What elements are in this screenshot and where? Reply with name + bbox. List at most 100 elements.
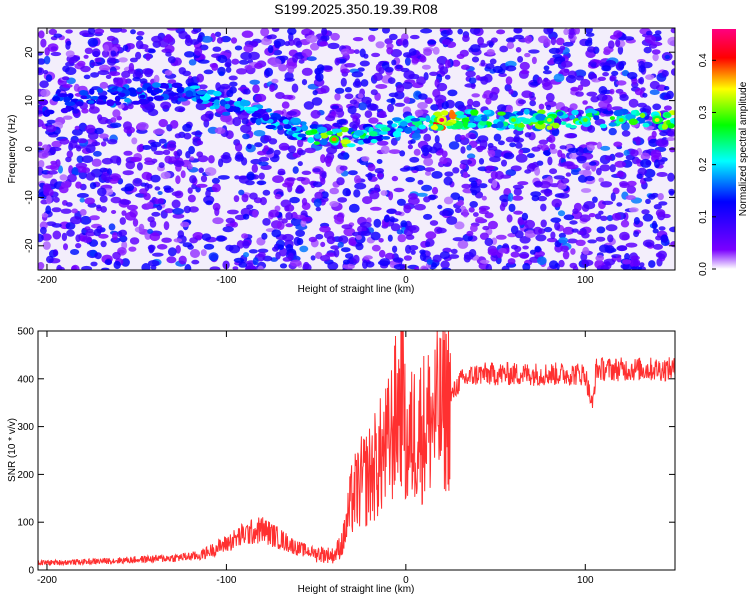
spectrogram-cell xyxy=(164,70,173,76)
ridge-cell xyxy=(138,98,150,105)
colorbar-gradient xyxy=(712,29,736,269)
spectrogram-cell xyxy=(565,172,572,177)
spectrogram-cell xyxy=(558,259,565,268)
spectrogram-cell xyxy=(177,230,185,238)
spectrogram-cell xyxy=(276,221,285,230)
spectrogram-cell xyxy=(327,261,339,270)
spectrogram-cell xyxy=(417,179,424,185)
spectrogram-cell xyxy=(175,175,181,185)
ridge-peak-core xyxy=(439,118,445,122)
spectrogram-cell xyxy=(506,41,515,50)
spectrogram-cell xyxy=(240,207,252,217)
spectrogram-cell xyxy=(616,80,627,86)
spectrogram-cell xyxy=(46,119,56,124)
spectrogram-cell xyxy=(481,195,487,201)
spectrogram-cell xyxy=(216,37,224,44)
y-tick-label: -10 xyxy=(24,190,35,205)
spectrogram-cell xyxy=(279,55,289,61)
spectrogram-cell xyxy=(497,104,507,112)
spectrogram-cell xyxy=(75,181,82,189)
spectrogram-cell xyxy=(562,41,574,47)
spectrogram-cell xyxy=(62,65,70,73)
spectrogram-cell xyxy=(553,73,565,83)
spectrogram-cell xyxy=(616,171,625,178)
spectrogram-cell xyxy=(241,30,254,38)
spectrogram-cell xyxy=(375,84,388,89)
spectrogram-cell xyxy=(329,187,340,195)
spectrogram-cell xyxy=(533,250,545,258)
spectrogram-cell xyxy=(173,238,183,243)
spectrogram-cell xyxy=(645,74,655,80)
spectrogram-cell xyxy=(87,37,99,47)
spectrogram-cell xyxy=(468,207,475,213)
spectrogram-cell xyxy=(544,226,553,233)
ridge-cell xyxy=(265,108,273,113)
spectrogram-cell xyxy=(475,216,485,223)
ridge-cell xyxy=(219,99,226,107)
spectrogram-cell xyxy=(515,142,523,149)
spectrogram-cell xyxy=(446,216,458,225)
spectrogram-cell xyxy=(393,257,404,263)
ridge-cell xyxy=(297,133,307,138)
spectrogram-cell xyxy=(166,28,179,31)
ridge-cell xyxy=(124,97,131,103)
spectrogram-cell xyxy=(89,182,97,190)
spectrogram-cell xyxy=(368,34,376,42)
ridge-cell xyxy=(119,92,126,98)
ridge-cell xyxy=(283,124,292,129)
spectrogram-cell xyxy=(136,31,145,36)
spectrogram-cell xyxy=(505,60,517,68)
spectrogram-cell xyxy=(260,37,273,46)
spectrogram-cell xyxy=(436,82,448,92)
spectrogram-cell xyxy=(457,104,467,112)
spectrogram-cell xyxy=(257,265,264,270)
ridge-cell xyxy=(151,82,161,88)
spectrogram-cell xyxy=(496,29,506,35)
x-tick-label: 100 xyxy=(577,275,594,286)
ridge-cell xyxy=(117,87,123,92)
spectrogram-cell xyxy=(157,191,163,195)
spectrogram-cell xyxy=(357,67,365,72)
spectrogram-cell xyxy=(221,155,232,164)
spectrogram-cell xyxy=(158,119,168,128)
spectrogram-cell xyxy=(196,140,204,146)
spectrogram-cell xyxy=(287,65,295,74)
spectrogram-cell xyxy=(563,28,570,36)
spectrogram-cell xyxy=(246,204,254,210)
ridge-cell xyxy=(251,112,262,118)
spectrogram-cell xyxy=(258,161,269,167)
spectrogram-cell xyxy=(168,143,176,148)
spectrogram-cell xyxy=(380,190,388,196)
spectrogram-cell xyxy=(109,178,119,184)
ridge-cell xyxy=(571,109,579,116)
spectrogram-cell xyxy=(495,234,507,240)
spectrogram-cell xyxy=(148,260,160,267)
spectrogram-cell xyxy=(355,117,361,127)
ridge-cell xyxy=(430,125,439,130)
spectrogram-cell xyxy=(534,180,543,188)
spectrogram-cell xyxy=(439,210,449,217)
spectrogram-cell xyxy=(388,33,398,41)
ridge-cell xyxy=(213,99,220,106)
spectrogram-cell xyxy=(189,156,195,161)
spectrogram-cell xyxy=(473,212,479,217)
spectrogram-cell xyxy=(90,261,98,267)
spectrogram-cell xyxy=(150,141,162,148)
snr-x-label: Height of straight line (km) xyxy=(298,584,415,595)
ridge-cell xyxy=(262,113,270,122)
spectrogram-cell xyxy=(387,103,394,113)
spectrogram-cell xyxy=(150,264,157,270)
spectrogram-cell xyxy=(196,151,204,158)
spectrogram-cell xyxy=(557,192,570,199)
ridge-cell xyxy=(353,130,364,136)
spectrogram-cell xyxy=(296,238,304,246)
spectrogram-cell xyxy=(599,164,611,172)
spectrogram-cell xyxy=(278,142,290,151)
spectrogram-cell xyxy=(62,115,73,120)
ridge-cell xyxy=(248,107,259,112)
ridge-cell xyxy=(599,123,607,129)
spectrogram-cell xyxy=(297,149,306,156)
ridge-cell xyxy=(271,116,277,121)
spectrogram-cell xyxy=(423,213,433,220)
spectrogram-cell xyxy=(227,209,239,215)
